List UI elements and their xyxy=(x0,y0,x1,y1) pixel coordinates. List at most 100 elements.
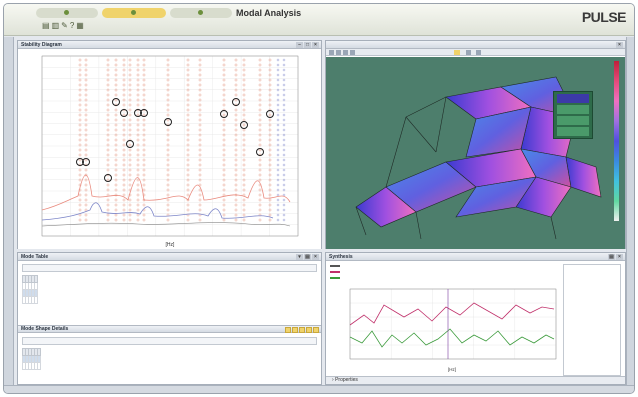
column-header[interactable] xyxy=(37,348,41,356)
table-row[interactable] xyxy=(22,289,38,297)
view-icon[interactable] xyxy=(466,50,471,55)
pole-marker xyxy=(198,203,202,207)
right-side-tab[interactable] xyxy=(626,37,634,385)
left-side-tab[interactable] xyxy=(4,37,14,385)
animate-button[interactable] xyxy=(454,50,460,55)
close-icon[interactable]: × xyxy=(616,254,623,260)
mode-legend-item[interactable] xyxy=(557,127,589,136)
close-icon[interactable]: × xyxy=(312,42,319,48)
pole-marker xyxy=(122,123,126,127)
selected-pole[interactable] xyxy=(134,109,142,117)
pole-marker xyxy=(166,188,170,192)
stability-diagram-plot[interactable]: [Hz] xyxy=(18,50,321,249)
rotate-icon[interactable] xyxy=(329,50,334,55)
table-cell xyxy=(34,289,38,297)
column-header[interactable] xyxy=(34,275,38,283)
grid-icon[interactable]: ▦ xyxy=(76,21,86,30)
pole-marker xyxy=(114,108,118,112)
selected-pole[interactable] xyxy=(240,121,248,129)
pole-marker xyxy=(268,73,272,77)
pole-marker xyxy=(276,108,280,112)
play-icon[interactable] xyxy=(350,50,355,55)
pole-marker xyxy=(276,58,280,62)
mode-shape-details-header[interactable]: Mode Shape Details xyxy=(18,325,321,333)
pole-marker xyxy=(128,103,132,107)
close-icon[interactable]: × xyxy=(616,42,623,48)
pole-marker xyxy=(222,208,226,212)
pole-marker xyxy=(106,108,110,112)
edit-icon[interactable]: ✎ xyxy=(61,21,70,30)
pole-marker xyxy=(198,103,202,107)
pan-icon[interactable] xyxy=(343,50,348,55)
mode-toolbar xyxy=(326,49,625,56)
export-icon[interactable]: ▤ xyxy=(304,254,311,260)
mode-shape-group-bar[interactable] xyxy=(22,337,317,345)
mode-legend-item[interactable] xyxy=(557,116,589,125)
shape-option-button[interactable] xyxy=(285,327,291,333)
selected-pole[interactable] xyxy=(232,98,240,106)
selected-pole[interactable] xyxy=(220,110,228,118)
pole-marker xyxy=(106,68,110,72)
pole-marker xyxy=(84,68,88,72)
selected-pole[interactable] xyxy=(266,110,274,118)
tab-analysis[interactable] xyxy=(102,8,166,18)
pole-marker xyxy=(222,163,226,167)
synthesis-plot[interactable]: [Hz] xyxy=(328,285,560,373)
table-row[interactable] xyxy=(22,282,38,290)
table-row[interactable] xyxy=(22,296,38,304)
selected-pole[interactable] xyxy=(126,140,134,148)
selected-pole[interactable] xyxy=(120,109,128,117)
pole-marker xyxy=(128,133,132,137)
export-icon[interactable]: ▤ xyxy=(608,254,615,260)
pole-marker xyxy=(258,58,262,62)
selected-pole[interactable] xyxy=(164,118,172,126)
pole-marker xyxy=(258,78,262,82)
tab-search[interactable] xyxy=(170,8,232,18)
table-row[interactable] xyxy=(22,355,41,363)
selected-pole[interactable] xyxy=(112,98,120,106)
zoom-icon[interactable] xyxy=(336,50,341,55)
shape-option-button[interactable] xyxy=(313,327,319,333)
mode-table-header-row xyxy=(22,275,38,283)
pole-marker xyxy=(128,143,132,147)
pole-marker xyxy=(114,198,118,202)
mode-legend-item[interactable] xyxy=(557,105,589,114)
pole-marker xyxy=(282,128,286,132)
pole-marker xyxy=(268,123,272,127)
filter-icon[interactable]: ▾ xyxy=(296,254,303,260)
pole-marker xyxy=(78,193,82,197)
minimize-icon[interactable]: – xyxy=(296,42,303,48)
selected-pole[interactable] xyxy=(76,158,84,166)
properties-bar[interactable]: › Properties xyxy=(326,376,625,384)
selected-pole[interactable] xyxy=(104,174,112,182)
pole-marker xyxy=(122,148,126,152)
pole-marker xyxy=(276,213,280,217)
synthesis-curve-red xyxy=(349,302,555,326)
pole-marker xyxy=(282,173,286,177)
pole-marker xyxy=(84,188,88,192)
selected-pole[interactable] xyxy=(256,148,264,156)
close-icon[interactable]: × xyxy=(312,254,319,260)
mode-table-group-bar[interactable] xyxy=(22,264,317,272)
pole-marker xyxy=(186,58,190,62)
shape-option-button[interactable] xyxy=(292,327,298,333)
pole-marker xyxy=(186,163,190,167)
mode-shape-model-view[interactable] xyxy=(326,57,625,249)
pole-marker xyxy=(242,173,246,177)
save-icon[interactable]: ▤ xyxy=(42,21,52,30)
pole-marker xyxy=(84,73,88,77)
tab-project[interactable] xyxy=(36,8,98,18)
shape-option-button[interactable] xyxy=(299,327,305,333)
pole-marker xyxy=(258,128,262,132)
pole-marker xyxy=(106,63,110,67)
shape-option-button[interactable] xyxy=(306,327,312,333)
selected-pole[interactable] xyxy=(82,158,90,166)
settings-icon[interactable] xyxy=(476,50,481,55)
table-row[interactable] xyxy=(22,362,41,370)
maximize-icon[interactable]: □ xyxy=(304,42,311,48)
folder-icon[interactable]: ▥ xyxy=(51,21,62,30)
pole-marker xyxy=(242,133,246,137)
mode-legend-item[interactable] xyxy=(557,94,589,103)
selected-pole[interactable] xyxy=(140,109,148,117)
help-icon[interactable]: ? xyxy=(69,21,77,30)
